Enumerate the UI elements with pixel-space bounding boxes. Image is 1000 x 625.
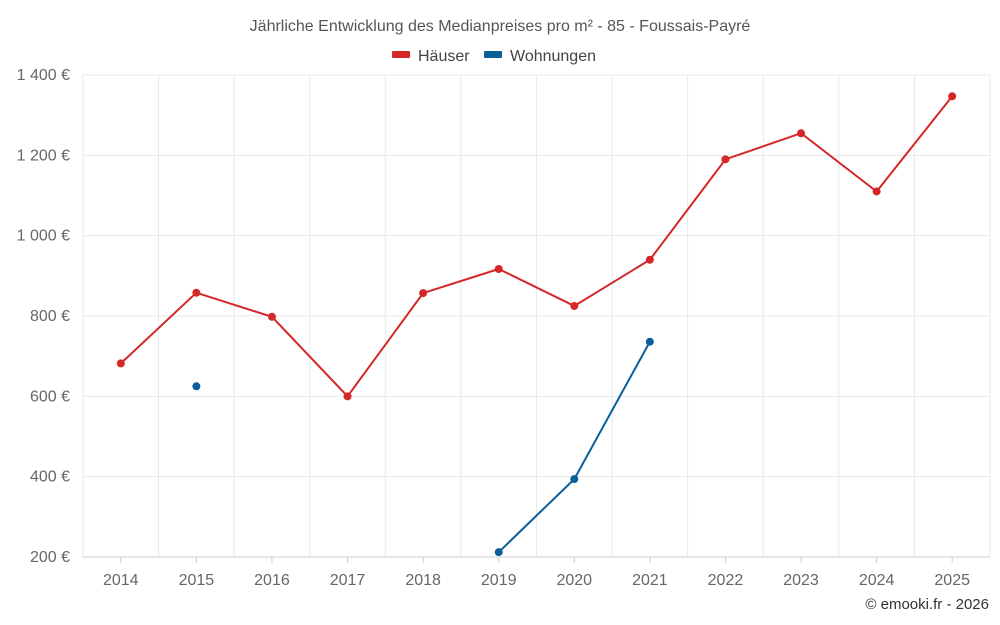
x-tick-label: 2016 (254, 572, 290, 589)
y-tick-label: 400 € (30, 469, 70, 486)
data-point[interactable] (192, 288, 201, 297)
data-point[interactable] (948, 92, 957, 101)
y-tick-label: 800 € (30, 308, 70, 325)
data-point[interactable] (116, 359, 125, 368)
x-tick-label: 2021 (632, 572, 668, 589)
x-tick-label: 2019 (481, 572, 517, 589)
legend-swatch (392, 51, 410, 58)
series-wohnungen (192, 337, 654, 557)
data-point[interactable] (645, 337, 654, 346)
series-line (120, 95, 953, 398)
y-tick-label: 1 200 € (17, 147, 70, 164)
legend-swatch (484, 51, 502, 58)
x-tick-label: 2022 (708, 572, 744, 589)
x-tick-label: 2020 (556, 572, 592, 589)
x-tick-label: 2024 (859, 572, 895, 589)
x-tick-label: 2014 (103, 572, 139, 589)
y-axis: 200 € 400 € 600 € 800 € 1 000 € 1 200 € 1 400 … (17, 67, 70, 566)
x-axis: 2014 2015 2016 2017 2018 2019 2020 2021 2022 2023… (103, 557, 970, 589)
data-point[interactable] (570, 475, 579, 484)
series-group (116, 92, 957, 557)
x-tick-label: 2017 (330, 572, 366, 589)
data-point[interactable] (267, 312, 276, 321)
data-point[interactable] (570, 301, 579, 310)
data-point[interactable] (494, 548, 503, 557)
series-häuser (116, 92, 957, 401)
chart-title: Jährliche Entwicklung des Medianpreises … (250, 18, 751, 35)
data-point[interactable] (419, 289, 428, 298)
legend-label[interactable]: Häuser (418, 48, 470, 65)
data-point[interactable] (343, 392, 352, 401)
data-point[interactable] (192, 382, 201, 391)
data-point[interactable] (872, 187, 881, 196)
credit-text: © emooki.fr - 2026 (865, 596, 989, 613)
data-point[interactable] (645, 255, 654, 264)
legend-label[interactable]: Wohnungen (510, 48, 596, 65)
y-tick-label: 1 000 € (17, 228, 70, 245)
x-tick-label: 2018 (405, 572, 441, 589)
y-tick-label: 1 400 € (17, 67, 70, 84)
y-tick-label: 600 € (30, 388, 70, 405)
x-tick-label: 2025 (934, 572, 970, 589)
data-point[interactable] (494, 265, 503, 274)
legend: Häuser Wohnungen (392, 48, 596, 65)
data-point[interactable] (721, 155, 730, 164)
data-point[interactable] (797, 129, 806, 138)
grid (82, 74, 991, 558)
x-tick-label: 2023 (783, 572, 819, 589)
series-line (498, 341, 651, 553)
x-tick-label: 2015 (179, 572, 215, 589)
y-tick-label: 200 € (30, 549, 70, 566)
